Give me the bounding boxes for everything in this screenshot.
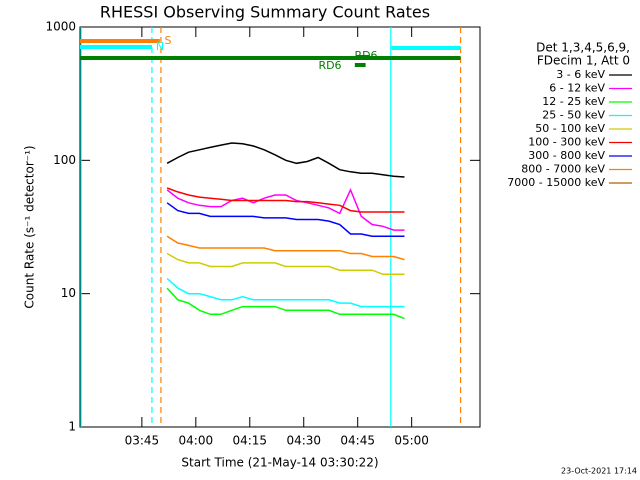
flag-label: RD6 [354, 49, 377, 62]
legend-title: FDecim 1, Att 0 [537, 54, 630, 68]
legend-label: 12 - 25 keV [542, 95, 605, 108]
legend-label: 800 - 7000 keV [521, 163, 605, 176]
x-tick-label: 05:00 [394, 434, 429, 448]
y-tick-label: 1000 [45, 20, 76, 34]
y-tick-label: 100 [53, 153, 76, 167]
series-line [166, 187, 405, 213]
y-tick-label: 10 [61, 286, 76, 300]
legend-label: 50 - 100 keV [535, 122, 605, 135]
footer: 23-Oct-2021 17:14 [561, 467, 637, 476]
legend-label: 300 - 800 keV [528, 149, 605, 162]
flag-label: S [165, 34, 172, 47]
chart-title: RHESSI Observing Summary Count Rates [100, 3, 430, 22]
legend-title: Det 1,3,4,5,6,9, [536, 41, 630, 55]
flag-label: N [156, 40, 164, 53]
x-tick-label: 04:45 [340, 434, 375, 448]
series-line [166, 188, 405, 231]
x-tick-label: 04:15 [232, 434, 267, 448]
plot-frame [79, 26, 481, 428]
series-line [166, 202, 405, 237]
legend-label: 25 - 50 keV [542, 109, 605, 122]
legend-label: 6 - 12 keV [549, 82, 605, 95]
y-axis-label: Count Rate (s⁻¹ detector⁻¹) [23, 145, 37, 308]
legend-label: 3 - 6 keV [556, 68, 605, 81]
series-line [166, 142, 405, 178]
legend-label: 7000 - 15000 keV [507, 176, 605, 189]
y-tick-label: 1 [68, 420, 76, 434]
x-axis-label: Start Time (21-May-14 03:30:22) [181, 456, 378, 470]
series-line [166, 277, 405, 308]
series-line [166, 252, 405, 275]
x-tick-label: 03:45 [125, 434, 160, 448]
series-line [166, 287, 405, 320]
flag-label: RD6 [318, 59, 341, 72]
series-line [166, 235, 405, 261]
legend-label: 100 - 300 keV [528, 136, 605, 149]
x-tick-label: 04:30 [286, 434, 321, 448]
x-tick-label: 04:00 [179, 434, 214, 448]
